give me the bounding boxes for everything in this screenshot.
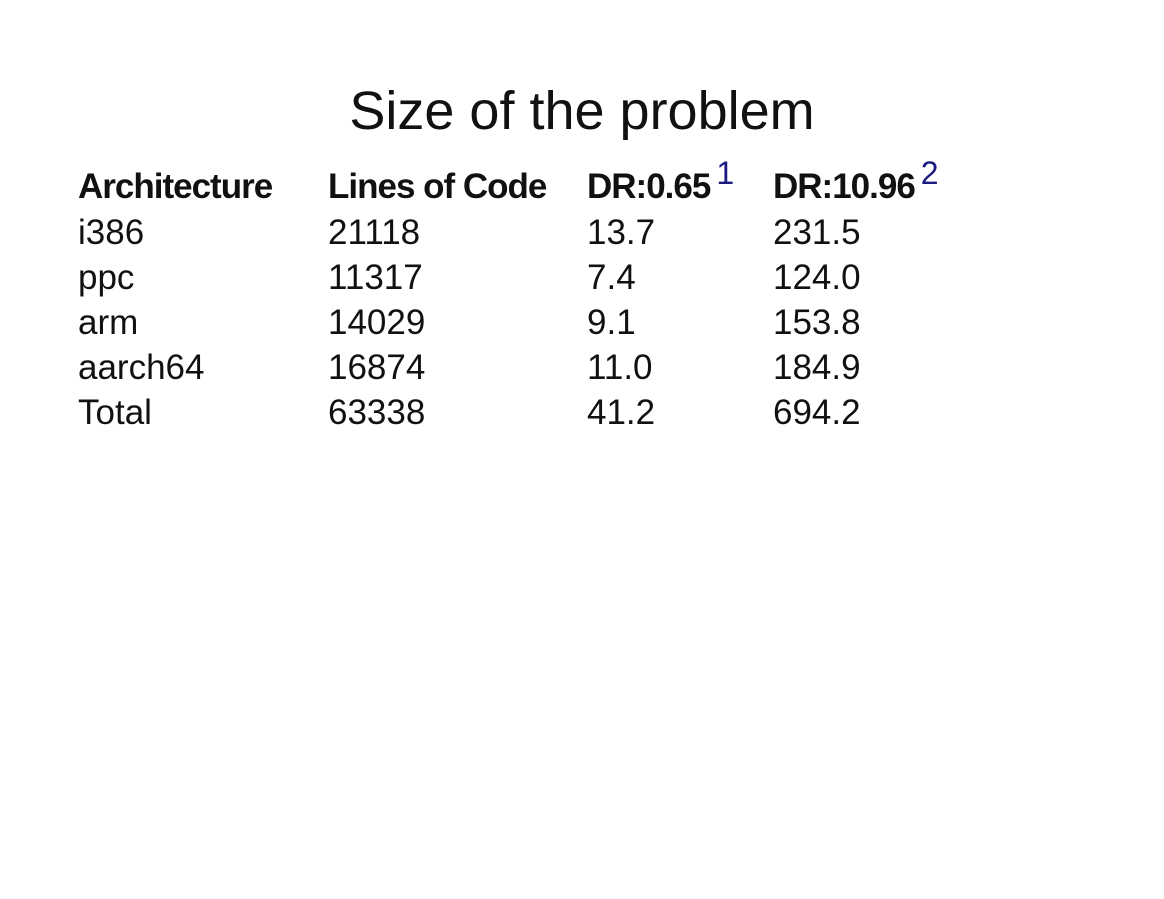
header-dr2-label: DR:10.96 bbox=[773, 167, 916, 206]
architecture-table: Architecture Lines of Code DR:0.65 1 DR:1… bbox=[78, 155, 973, 435]
table-row: ppc 11317 7.4 124.0 bbox=[78, 255, 973, 300]
footnote-marker-1: 1 bbox=[716, 155, 735, 191]
cell-architecture: Total bbox=[78, 393, 152, 432]
cell-lines-of-code: 16874 bbox=[328, 348, 426, 387]
cell-dr1: 11.0 bbox=[587, 348, 653, 387]
footnote-marker-2: 2 bbox=[920, 155, 939, 191]
cell-architecture: arm bbox=[78, 303, 139, 342]
cell-architecture: ppc bbox=[78, 258, 135, 297]
table-header-row: Architecture Lines of Code DR:0.65 1 DR:1… bbox=[78, 155, 973, 210]
cell-lines-of-code: 14029 bbox=[328, 303, 426, 342]
header-dr2: DR:10.96 2 bbox=[773, 155, 973, 210]
cell-lines-of-code: 63338 bbox=[328, 393, 426, 432]
header-lines-of-code: Lines of Code bbox=[328, 167, 547, 206]
header-dr1-label: DR:0.65 bbox=[587, 167, 711, 206]
cell-lines-of-code: 11317 bbox=[328, 258, 423, 297]
cell-dr2: 124.0 bbox=[773, 258, 861, 297]
cell-architecture: i386 bbox=[78, 213, 145, 252]
table-row: aarch64 16874 11.0 184.9 bbox=[78, 345, 973, 390]
cell-dr2: 694.2 bbox=[773, 393, 861, 432]
table-row: arm 14029 9.1 153.8 bbox=[78, 300, 973, 345]
cell-lines-of-code: 21118 bbox=[328, 213, 421, 252]
cell-dr2: 153.8 bbox=[773, 303, 861, 342]
cell-dr1: 9.1 bbox=[587, 303, 636, 342]
cell-dr2: 184.9 bbox=[773, 348, 861, 387]
header-architecture: Architecture bbox=[78, 167, 273, 206]
cell-dr2: 231.5 bbox=[773, 213, 861, 252]
cell-dr1: 13.7 bbox=[587, 213, 656, 252]
slide-title: Size of the problem bbox=[349, 81, 815, 141]
cell-architecture: aarch64 bbox=[78, 348, 205, 387]
cell-dr1: 7.4 bbox=[587, 258, 636, 297]
table-row: i386 21118 13.7 231.5 bbox=[78, 210, 973, 255]
header-dr1: DR:0.65 1 bbox=[587, 155, 773, 210]
cell-dr1: 41.2 bbox=[587, 393, 656, 432]
table-row-total: Total 63338 41.2 694.2 bbox=[78, 390, 973, 435]
